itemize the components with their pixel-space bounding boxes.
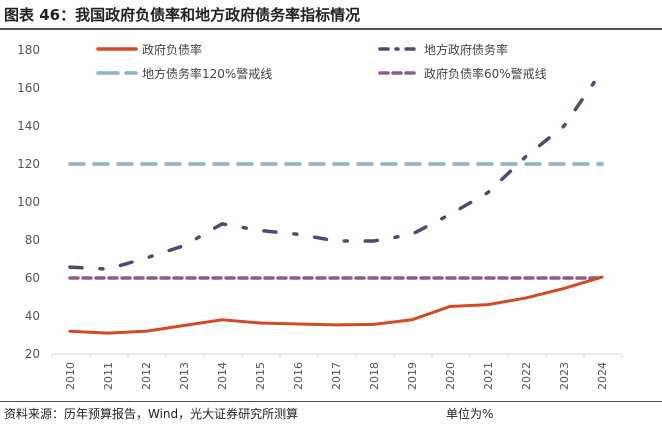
x-tick-label: 2022 <box>520 362 533 390</box>
x-tick-label: 2021 <box>482 362 495 390</box>
x-tick-label: 2016 <box>292 362 305 390</box>
legend-label: 政府负债率 <box>142 42 202 57</box>
bottom-rule <box>0 401 662 402</box>
y-tick-label: 60 <box>25 271 40 285</box>
y-tick-label: 20 <box>25 347 40 361</box>
y-tick-label: 180 <box>17 43 40 57</box>
legend-label: 地方政府债务率 <box>424 42 508 57</box>
line-chart: 20 40 60 80 100 120 140 160 180 2010 2011 2012 2013 2… <box>17 42 623 390</box>
x-tick-label: 2024 <box>596 362 609 390</box>
x-tick-label: 2011 <box>102 362 115 390</box>
x-tick-label: 2014 <box>216 362 229 390</box>
y-tick-label: 160 <box>17 81 40 95</box>
y-tick-label: 80 <box>25 233 40 247</box>
series-line-0 <box>68 275 604 335</box>
y-tick-label: 40 <box>25 309 40 323</box>
x-tick-label: 2010 <box>64 362 77 390</box>
y-tick-label: 120 <box>17 157 40 171</box>
x-tick-label: 2015 <box>254 362 267 390</box>
x-tick-label: 2020 <box>444 362 457 390</box>
x-tick-label: 2017 <box>330 362 343 390</box>
legend-label: 地方债务率120%警戒线 <box>142 66 272 81</box>
x-tick-label: 2018 <box>368 362 381 390</box>
x-tick-label: 2019 <box>406 362 419 390</box>
y-tick-label: 100 <box>17 195 40 209</box>
x-tick-label: 2013 <box>178 362 191 390</box>
y-tick-label: 140 <box>17 119 40 133</box>
x-tick-label: 2012 <box>140 362 153 390</box>
unit-note: 单位为% <box>446 407 494 421</box>
series-line-1 <box>68 69 604 271</box>
figure-title: 图表 46：我国政府负债率和地方政府债务率指标情况 <box>4 6 361 24</box>
source-note: 资料来源：历年预算报告，Wind，光大证券研究所测算 <box>4 407 299 421</box>
x-tick-label: 2023 <box>558 362 571 390</box>
legend-label: 政府负债率60%警戒线 <box>424 66 547 81</box>
top-rule <box>0 28 662 30</box>
